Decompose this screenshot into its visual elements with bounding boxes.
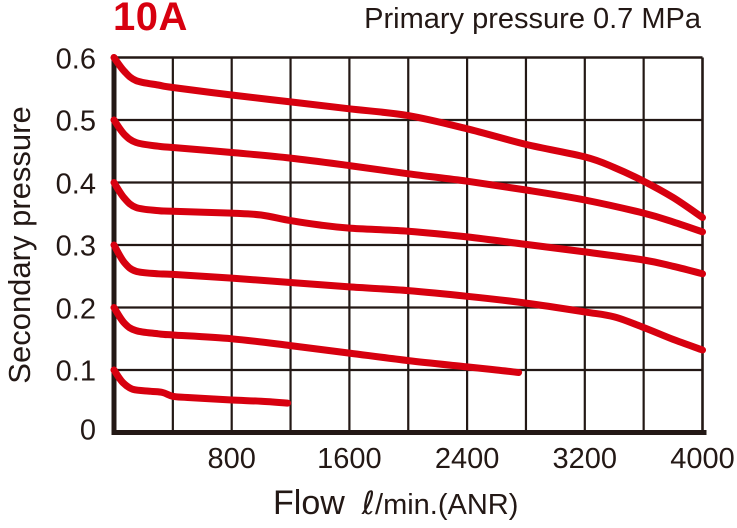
curve-set-0.4-mpa — [110, 179, 706, 278]
x-tick-label: 2400 — [434, 443, 500, 475]
x-axis-title: Flow ℓ /min.(ANR) — [273, 484, 518, 523]
curve-set-0.6-mpa — [110, 54, 706, 221]
y-tick-label: 0.6 — [55, 43, 96, 75]
x-tick-label: 800 — [207, 443, 256, 475]
primary-pressure-annotation: Primary pressure 0.7 MPa — [364, 3, 701, 35]
x-tick-label: 3200 — [552, 443, 618, 475]
curve-set-0.1-mpa — [110, 366, 292, 407]
curve-set-0.5-mpa — [110, 116, 706, 236]
y-tick-label: 0.2 — [55, 293, 96, 325]
curve-set-0.2-mpa — [110, 304, 523, 376]
x-axis-title-flow: Flow — [273, 484, 345, 522]
x-axis-unit-symbol: ℓ — [361, 484, 376, 522]
y-tick-label: 0 — [79, 414, 96, 446]
y-tick-label: 0.1 — [55, 355, 96, 388]
y-tick-label: 0.3 — [55, 230, 96, 263]
curve-set-0.3-mpa — [110, 241, 706, 354]
x-tick-label: 1600 — [317, 443, 382, 475]
y-tick-label: 0.4 — [55, 168, 96, 200]
x-axis-unit-suffix: /min.(ANR) — [375, 489, 519, 521]
model-label: 10A — [113, 0, 188, 39]
y-tick-label: 0.5 — [55, 105, 96, 138]
x-tick-label: 4000 — [670, 443, 735, 475]
